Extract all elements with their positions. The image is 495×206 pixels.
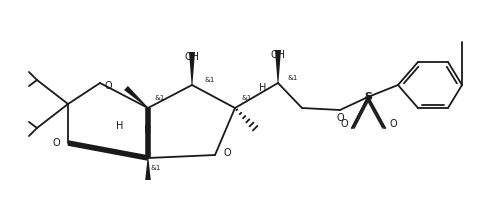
Text: OH: OH — [185, 52, 199, 62]
Text: O: O — [389, 119, 397, 129]
Text: &1: &1 — [151, 165, 161, 171]
Text: S: S — [364, 92, 372, 102]
Text: &1: &1 — [242, 95, 252, 101]
Text: O: O — [52, 138, 60, 148]
Text: &1: &1 — [205, 77, 215, 83]
Text: O: O — [104, 81, 112, 91]
Text: &1: &1 — [288, 75, 298, 81]
Text: H: H — [145, 125, 151, 135]
Text: O: O — [336, 113, 344, 123]
Text: H: H — [259, 83, 267, 93]
Text: OH: OH — [270, 50, 286, 60]
Polygon shape — [124, 86, 148, 108]
Polygon shape — [189, 52, 195, 85]
Text: O: O — [223, 148, 231, 158]
Text: O: O — [340, 119, 348, 129]
Polygon shape — [275, 50, 281, 83]
Text: H: H — [116, 121, 124, 131]
Polygon shape — [145, 158, 151, 180]
Text: &1: &1 — [155, 95, 165, 101]
